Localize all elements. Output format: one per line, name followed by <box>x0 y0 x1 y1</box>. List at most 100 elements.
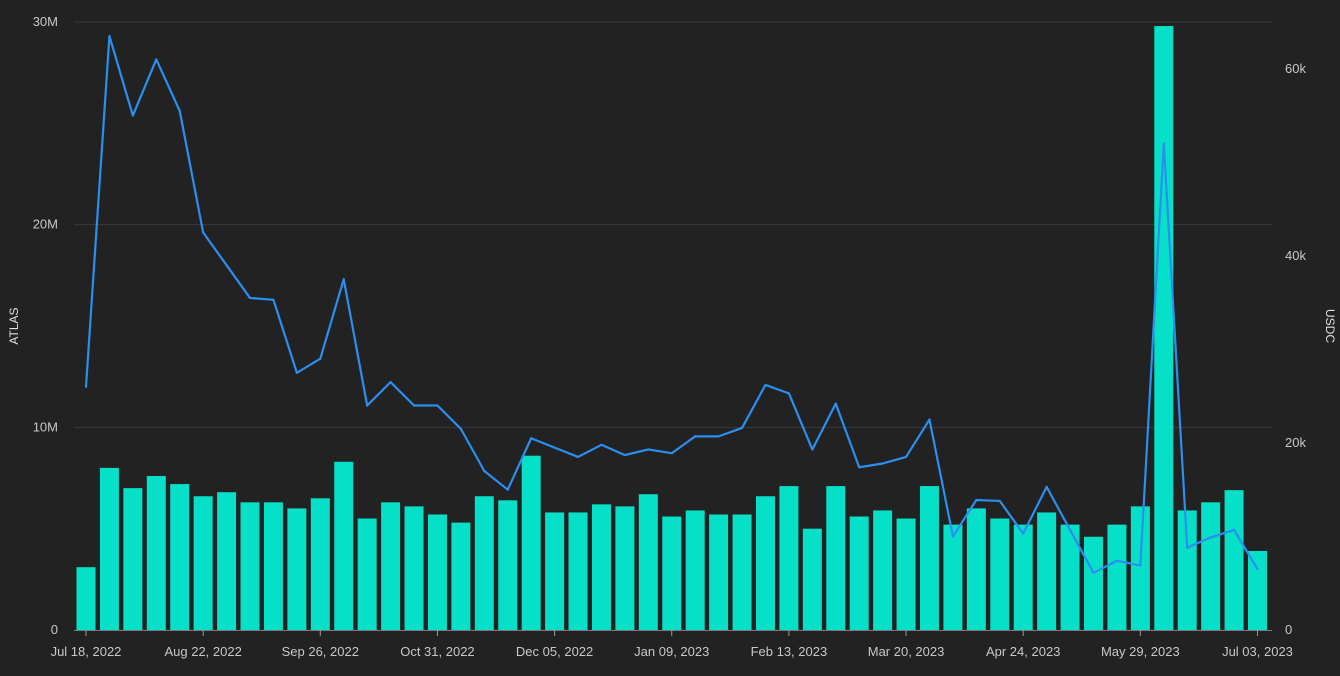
bar <box>146 475 166 630</box>
bar <box>943 524 963 630</box>
bar <box>990 518 1010 630</box>
line-point <box>202 231 205 234</box>
line-point <box>1068 528 1072 532</box>
y-left-tick-label: 20M <box>33 217 58 232</box>
line-point <box>647 448 650 451</box>
line-point <box>764 383 767 387</box>
line-point <box>412 404 416 407</box>
line-point <box>670 452 673 455</box>
line-point <box>1256 568 1259 571</box>
line-point <box>1092 571 1095 575</box>
bar <box>334 461 354 630</box>
bar <box>779 486 799 630</box>
line-point <box>1162 142 1165 145</box>
line-point <box>787 392 791 395</box>
line-point <box>1186 546 1189 549</box>
line-point <box>459 427 462 430</box>
bar <box>873 510 893 630</box>
x-tick-label: Feb 13, 2023 <box>751 644 828 659</box>
line-point <box>881 462 884 465</box>
bar <box>217 492 237 630</box>
x-tick-label: Oct 31, 2022 <box>400 644 474 659</box>
bar <box>755 496 775 630</box>
bar <box>1130 506 1150 630</box>
bar <box>1107 524 1127 630</box>
bar <box>1177 510 1197 630</box>
bar-series-atlas <box>76 26 1267 631</box>
line-point <box>1209 536 1212 539</box>
bar <box>591 504 611 630</box>
bar <box>357 518 377 630</box>
line-point <box>1139 564 1142 567</box>
bar <box>427 514 447 630</box>
x-tick-label: Apr 24, 2023 <box>986 644 1060 659</box>
bar <box>802 528 822 630</box>
bar <box>1083 536 1103 630</box>
line-point <box>366 404 369 407</box>
line-point <box>951 535 955 538</box>
bar <box>170 484 190 630</box>
line-point <box>1022 532 1025 535</box>
bar <box>310 498 330 630</box>
y-axis-right-title: USDC <box>1323 309 1337 343</box>
y-left-tick-label: 10M <box>33 419 58 434</box>
line-point <box>1232 528 1236 532</box>
bar <box>474 496 494 630</box>
line-point <box>623 453 626 457</box>
line-point <box>928 418 931 421</box>
line-point <box>436 404 439 407</box>
y-right-tick-label: 60k <box>1285 61 1306 76</box>
gridlines <box>74 21 1272 428</box>
line-point <box>811 448 814 451</box>
bar <box>1060 524 1080 630</box>
bar <box>263 502 283 630</box>
bar <box>966 508 986 630</box>
line-point <box>576 455 580 459</box>
y-axis-left-title: ATLAS <box>7 307 21 344</box>
bar <box>1154 26 1174 631</box>
line-point <box>1115 559 1119 562</box>
line-point <box>553 446 556 449</box>
bar <box>381 502 401 630</box>
line-point <box>904 455 908 459</box>
line-point <box>975 498 978 502</box>
bar <box>662 516 682 630</box>
line-point <box>295 371 298 374</box>
bar <box>123 488 143 630</box>
bar <box>1248 550 1267 630</box>
line-point <box>248 296 252 300</box>
bar <box>240 502 260 630</box>
y-axis-right: 0 20k 40k 60k <box>1285 61 1306 637</box>
y-right-tick-label: 40k <box>1285 248 1306 263</box>
x-tick-label: Sep 26, 2022 <box>282 644 359 659</box>
bar <box>638 494 658 630</box>
line-point <box>530 437 533 440</box>
line-point <box>108 34 111 38</box>
line-point <box>272 298 275 301</box>
line-point <box>1045 485 1048 488</box>
bar <box>1201 502 1221 630</box>
bar <box>1224 490 1244 630</box>
bar <box>451 522 471 630</box>
bar <box>685 510 705 630</box>
line-series-usdc <box>84 34 1259 575</box>
line-point <box>225 264 228 267</box>
x-tick-label: Jul 03, 2023 <box>1222 644 1293 659</box>
line-point <box>389 381 392 384</box>
line-point <box>694 435 697 438</box>
line-point <box>506 488 509 491</box>
line-point <box>998 499 1001 503</box>
x-tick-label: May 29, 2023 <box>1101 644 1180 659</box>
bar <box>849 516 869 630</box>
bar <box>826 486 846 630</box>
line-point <box>483 469 486 473</box>
line-point <box>319 357 322 360</box>
x-tick-label: Dec 05, 2022 <box>516 644 593 659</box>
bar <box>99 467 119 630</box>
bar <box>1037 512 1057 630</box>
bar <box>193 496 213 630</box>
x-tick-label: Jul 18, 2022 <box>51 644 122 659</box>
series-line <box>84 34 1259 575</box>
y-left-tick-label: 0 <box>51 622 58 637</box>
